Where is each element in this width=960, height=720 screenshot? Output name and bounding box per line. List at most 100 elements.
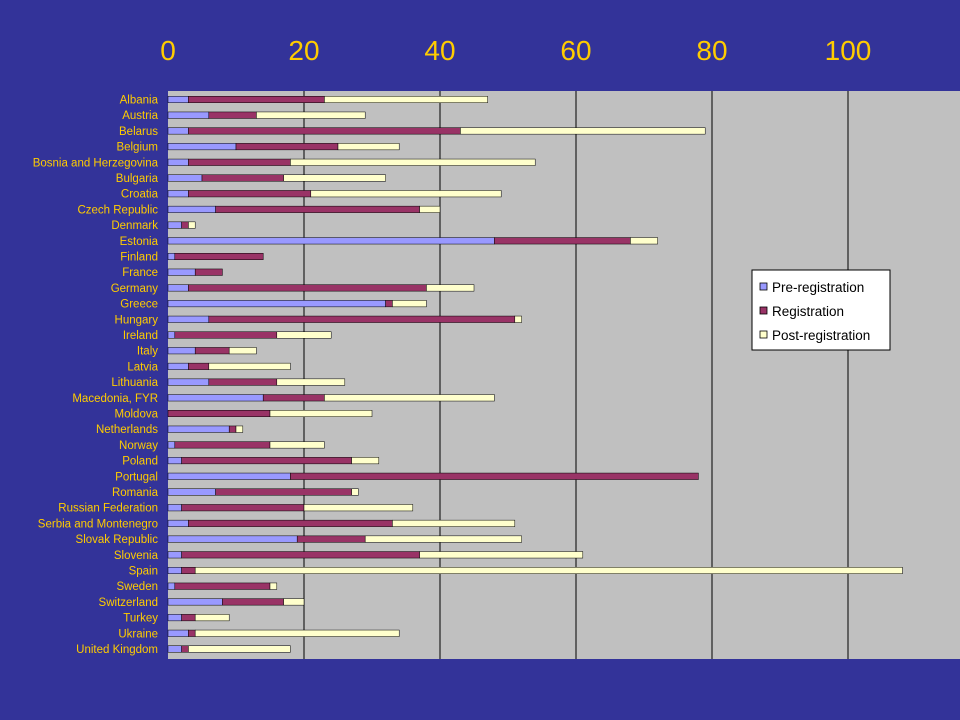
bar-bulgaria-registration bbox=[201, 174, 284, 182]
bar-belarus-post-registration bbox=[460, 127, 706, 135]
legend-box bbox=[751, 269, 891, 351]
bar-portugal-registration bbox=[290, 472, 699, 480]
bar-moldova-post-registration bbox=[269, 410, 373, 417]
category-label-ukraine: Ukraine bbox=[118, 628, 158, 640]
bar-ukraine-post-registration bbox=[194, 629, 400, 637]
bar-hungary-pre-registration bbox=[167, 315, 210, 323]
bar-croatia-registration bbox=[188, 190, 312, 198]
category-label-france: France bbox=[122, 267, 158, 279]
category-label-greece: Greece bbox=[120, 299, 158, 311]
bar-ireland-pre-registration bbox=[167, 331, 176, 339]
legend: Pre-registration Registration Post-regis… bbox=[751, 269, 891, 351]
x-tick-label-100: 100 bbox=[825, 35, 872, 66]
bar-romania-post-registration bbox=[351, 488, 359, 496]
bar-norway-pre-registration bbox=[167, 441, 176, 449]
category-label-portugal: Portugal bbox=[115, 471, 158, 483]
category-label-lithuania: Lithuania bbox=[111, 377, 158, 389]
category-label-denmark: Denmark bbox=[111, 220, 158, 232]
bar-ireland-registration bbox=[174, 331, 278, 339]
bar-netherlands-post-registration bbox=[235, 425, 244, 433]
bar-belarus-registration bbox=[188, 127, 461, 135]
category-label-czech-republic: Czech Republic bbox=[77, 204, 158, 216]
bars bbox=[167, 96, 903, 653]
bar-austria-pre-registration bbox=[167, 111, 210, 119]
bar-united-kingdom-registration bbox=[181, 645, 189, 653]
bar-russian-federation-registration bbox=[181, 504, 305, 512]
category-label-bosnia-and-herzegovina: Bosnia and Herzegovina bbox=[33, 157, 159, 169]
legend-swatch-registration bbox=[759, 306, 768, 315]
bar-czech-republic-pre-registration bbox=[167, 205, 216, 213]
bar-estonia-registration bbox=[494, 237, 631, 245]
category-label-poland: Poland bbox=[122, 456, 158, 468]
bar-bulgaria-pre-registration bbox=[167, 174, 203, 182]
bar-latvia-post-registration bbox=[208, 362, 291, 370]
bar-belarus-pre-registration bbox=[167, 127, 189, 135]
bar-czech-republic-post-registration bbox=[419, 205, 441, 213]
category-label-latvia: Latvia bbox=[127, 361, 158, 373]
bar-poland-post-registration bbox=[351, 457, 380, 465]
bar-austria-post-registration bbox=[256, 111, 366, 119]
bar-norway-post-registration bbox=[269, 441, 325, 449]
category-label-italy: Italy bbox=[137, 346, 158, 358]
category-label-slovenia: Slovenia bbox=[114, 550, 159, 562]
bar-finland-registration bbox=[174, 253, 264, 260]
category-label-turkey: Turkey bbox=[123, 613, 158, 625]
bar-estonia-pre-registration bbox=[167, 237, 495, 245]
bar-spain-post-registration bbox=[194, 567, 903, 574]
bar-belgium-pre-registration bbox=[167, 143, 237, 151]
bar-portugal-pre-registration bbox=[167, 472, 291, 480]
category-label-austria: Austria bbox=[122, 110, 158, 122]
bar-italy-registration bbox=[194, 347, 230, 355]
bar-macedonia-fyr-post-registration bbox=[324, 394, 495, 402]
bar-albania-pre-registration bbox=[167, 96, 189, 103]
bar-czech-republic-registration bbox=[215, 205, 420, 213]
category-label-spain: Spain bbox=[129, 566, 158, 578]
bar-ukraine-registration bbox=[188, 629, 196, 637]
bar-turkey-pre-registration bbox=[167, 614, 182, 622]
bar-switzerland-pre-registration bbox=[167, 598, 223, 606]
bar-macedonia-fyr-registration bbox=[262, 394, 325, 402]
category-label-romania: Romania bbox=[112, 487, 159, 499]
category-label-switzerland: Switzerland bbox=[99, 597, 158, 609]
bar-norway-registration bbox=[174, 441, 271, 449]
bar-denmark-pre-registration bbox=[167, 221, 182, 229]
bar-italy-post-registration bbox=[228, 347, 257, 355]
bar-greece-post-registration bbox=[392, 300, 427, 308]
x-axis-tick-labels: 0 20 40 60 80 100 bbox=[160, 35, 871, 66]
legend-swatch-post-registration bbox=[759, 330, 768, 339]
category-label-belgium: Belgium bbox=[116, 142, 158, 154]
bar-slovak-republic-post-registration bbox=[364, 535, 522, 543]
bar-moldova-registration bbox=[167, 410, 271, 417]
category-label-norway: Norway bbox=[119, 440, 158, 452]
bar-bosnia-and-herzegovina-registration bbox=[188, 158, 291, 166]
category-label-united-kingdom: United Kingdom bbox=[76, 644, 158, 656]
bar-albania-registration bbox=[188, 96, 325, 103]
category-label-netherlands: Netherlands bbox=[96, 424, 158, 436]
bar-switzerland-post-registration bbox=[283, 598, 305, 606]
bar-lithuania-post-registration bbox=[276, 378, 346, 386]
x-tick-label-60: 60 bbox=[560, 35, 591, 66]
bar-finland-pre-registration bbox=[167, 253, 176, 260]
gridlines bbox=[303, 91, 849, 659]
bar-slovenia-post-registration bbox=[419, 551, 584, 559]
bar-denmark-post-registration bbox=[188, 221, 196, 229]
category-label-croatia: Croatia bbox=[121, 189, 159, 201]
bar-bulgaria-post-registration bbox=[283, 174, 386, 182]
bar-italy-pre-registration bbox=[167, 347, 196, 355]
category-label-slovak-republic: Slovak Republic bbox=[76, 534, 159, 546]
bar-turkey-post-registration bbox=[194, 614, 230, 622]
bar-croatia-post-registration bbox=[310, 190, 502, 198]
bar-spain-pre-registration bbox=[167, 567, 182, 574]
bar-romania-registration bbox=[215, 488, 352, 496]
bar-germany-registration bbox=[188, 284, 427, 292]
legend-label-post-registration: Post-registration bbox=[772, 328, 870, 343]
bar-russian-federation-pre-registration bbox=[167, 504, 182, 512]
bar-albania-post-registration bbox=[324, 96, 488, 103]
bar-lithuania-registration bbox=[208, 378, 278, 386]
bar-slovenia-registration bbox=[181, 551, 420, 559]
x-tick-label-20: 20 bbox=[288, 35, 319, 66]
bar-slovak-republic-pre-registration bbox=[167, 535, 298, 543]
bar-poland-registration bbox=[181, 457, 352, 465]
category-label-finland: Finland bbox=[120, 252, 158, 264]
